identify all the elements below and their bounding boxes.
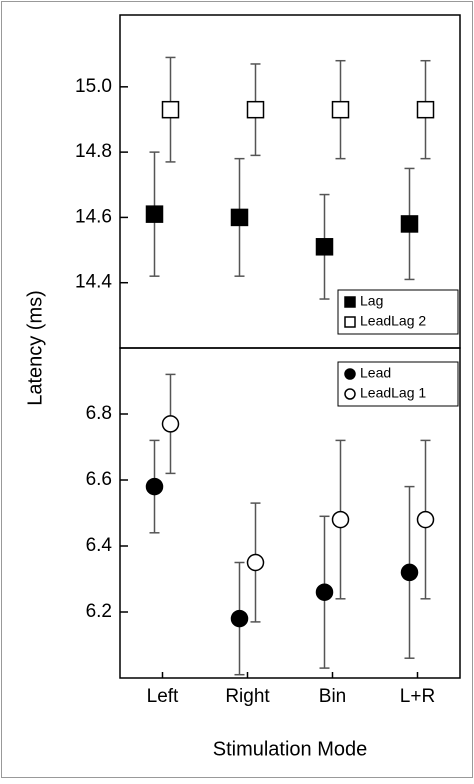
marker: [230, 208, 249, 227]
marker: [416, 510, 435, 529]
y-tick-label: 14.8: [75, 141, 112, 162]
legend-label: LeadLag 2: [360, 313, 426, 329]
x-tick-label: Right: [225, 686, 270, 707]
legend-label: Lag: [360, 293, 383, 309]
marker: [161, 415, 180, 433]
y-tick-label: 6.8: [86, 403, 112, 424]
marker: [145, 477, 164, 496]
legend-label: LeadLag 1: [360, 385, 426, 401]
legend-marker: [344, 316, 356, 328]
y-axis-label: Latency (ms): [24, 290, 46, 406]
legend-box: [337, 289, 459, 335]
x-axis-label: Stimulation Mode: [213, 738, 368, 760]
marker: [161, 100, 180, 119]
x-tick-label: Left: [147, 686, 179, 707]
marker: [246, 100, 265, 119]
marker: [246, 553, 265, 572]
legend-label: Lead: [360, 365, 391, 381]
marker: [315, 238, 334, 256]
y-tick-label: 14.6: [75, 206, 112, 227]
y-tick-label: 6.4: [86, 535, 113, 556]
marker: [400, 215, 419, 233]
y-tick-label: 15.0: [75, 76, 112, 97]
marker: [230, 609, 249, 628]
x-tick-label: Bin: [319, 686, 346, 707]
legend-marker: [344, 388, 356, 400]
x-tick-label: L+R: [400, 686, 435, 707]
marker: [331, 510, 350, 529]
y-tick-label: 6.6: [86, 469, 112, 490]
marker: [315, 583, 334, 601]
legend-marker: [344, 368, 356, 380]
marker: [331, 100, 350, 119]
y-tick-label: 14.4: [75, 272, 112, 293]
marker: [400, 563, 419, 582]
y-tick-label: 6.2: [86, 601, 112, 622]
plot-area: [119, 347, 461, 679]
marker: [416, 100, 435, 119]
legend-marker: [344, 296, 356, 308]
marker: [145, 205, 164, 223]
legend-box: [337, 361, 459, 407]
